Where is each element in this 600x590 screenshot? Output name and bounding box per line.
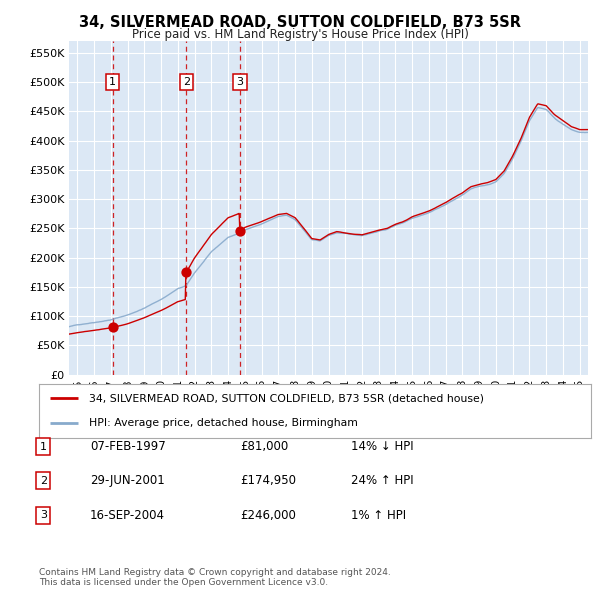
Text: 34, SILVERMEAD ROAD, SUTTON COLDFIELD, B73 5SR: 34, SILVERMEAD ROAD, SUTTON COLDFIELD, B… [79, 15, 521, 30]
Text: 07-FEB-1997: 07-FEB-1997 [90, 440, 166, 453]
Text: 14% ↓ HPI: 14% ↓ HPI [351, 440, 413, 453]
Text: 2: 2 [40, 476, 47, 486]
Text: 34, SILVERMEAD ROAD, SUTTON COLDFIELD, B73 5SR (detached house): 34, SILVERMEAD ROAD, SUTTON COLDFIELD, B… [89, 393, 484, 403]
Point [181, 268, 191, 277]
Text: 1: 1 [109, 77, 116, 87]
Text: 2: 2 [182, 77, 190, 87]
Text: HPI: Average price, detached house, Birmingham: HPI: Average price, detached house, Birm… [89, 418, 358, 428]
Text: 3: 3 [236, 77, 244, 87]
Text: 16-SEP-2004: 16-SEP-2004 [90, 509, 165, 522]
Text: 1: 1 [40, 442, 47, 451]
Text: £246,000: £246,000 [240, 509, 296, 522]
Text: Price paid vs. HM Land Registry's House Price Index (HPI): Price paid vs. HM Land Registry's House … [131, 28, 469, 41]
Point [108, 323, 118, 332]
Text: 29-JUN-2001: 29-JUN-2001 [90, 474, 165, 487]
Text: 24% ↑ HPI: 24% ↑ HPI [351, 474, 413, 487]
Point [235, 226, 245, 235]
Text: 1% ↑ HPI: 1% ↑ HPI [351, 509, 406, 522]
Text: 3: 3 [40, 510, 47, 520]
Text: Contains HM Land Registry data © Crown copyright and database right 2024.
This d: Contains HM Land Registry data © Crown c… [39, 568, 391, 587]
Text: £174,950: £174,950 [240, 474, 296, 487]
Text: £81,000: £81,000 [240, 440, 288, 453]
